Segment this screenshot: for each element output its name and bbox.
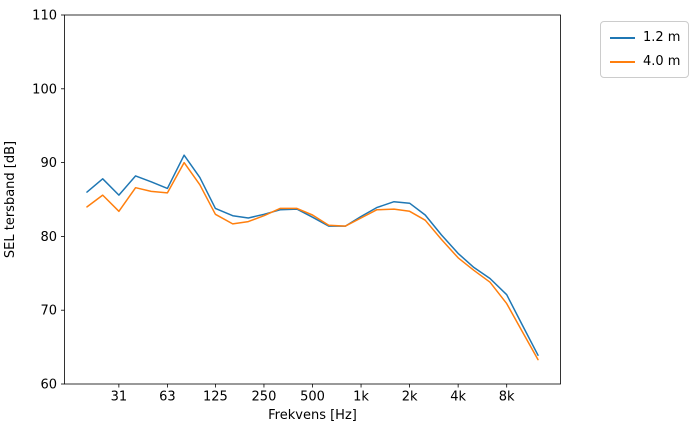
y-axis-label: SEL tersband [dB] <box>3 141 18 258</box>
plot-generated-content: 60 70 80 90 100 110 31 63 125 250 500 1k 2k 4k 8k <box>32 9 561 405</box>
x-tick-label: 63 <box>159 390 176 405</box>
x-tick-label: 125 <box>203 390 228 405</box>
x-tick-label: 2k <box>402 390 418 405</box>
x-tick-label: 4k <box>450 390 466 405</box>
legend-item-1-2m: 1.2 m <box>610 30 681 45</box>
x-tick-label: 1k <box>353 390 369 405</box>
x-tick-label: 500 <box>300 390 325 405</box>
x-tick-label: 250 <box>252 390 277 405</box>
x-tick-label: 8k <box>499 390 515 405</box>
legend-label-1-2m: 1.2 m <box>643 30 681 45</box>
legend-label-4-0m: 4.0 m <box>643 54 681 69</box>
legend-line-swatch-orange <box>610 60 635 63</box>
y-tick-label: 80 <box>40 230 57 245</box>
axes-spines <box>64 14 561 385</box>
x-axis-label: Frekvens [Hz] <box>268 408 357 423</box>
y-tick-label: 100 <box>32 82 57 97</box>
y-tick-label: 90 <box>40 156 57 171</box>
legend-line-swatch-blue <box>610 36 635 39</box>
series-line-1 <box>86 161 539 361</box>
legend-item-4-0m: 4.0 m <box>610 54 681 69</box>
y-tick-label: 60 <box>40 378 57 393</box>
y-tick-label: 70 <box>40 304 57 319</box>
x-tick-label: 31 <box>111 390 128 405</box>
series-line-0 <box>86 154 539 356</box>
y-tick-label: 110 <box>32 9 57 24</box>
legend: 1.2 m 4.0 m <box>600 21 689 78</box>
